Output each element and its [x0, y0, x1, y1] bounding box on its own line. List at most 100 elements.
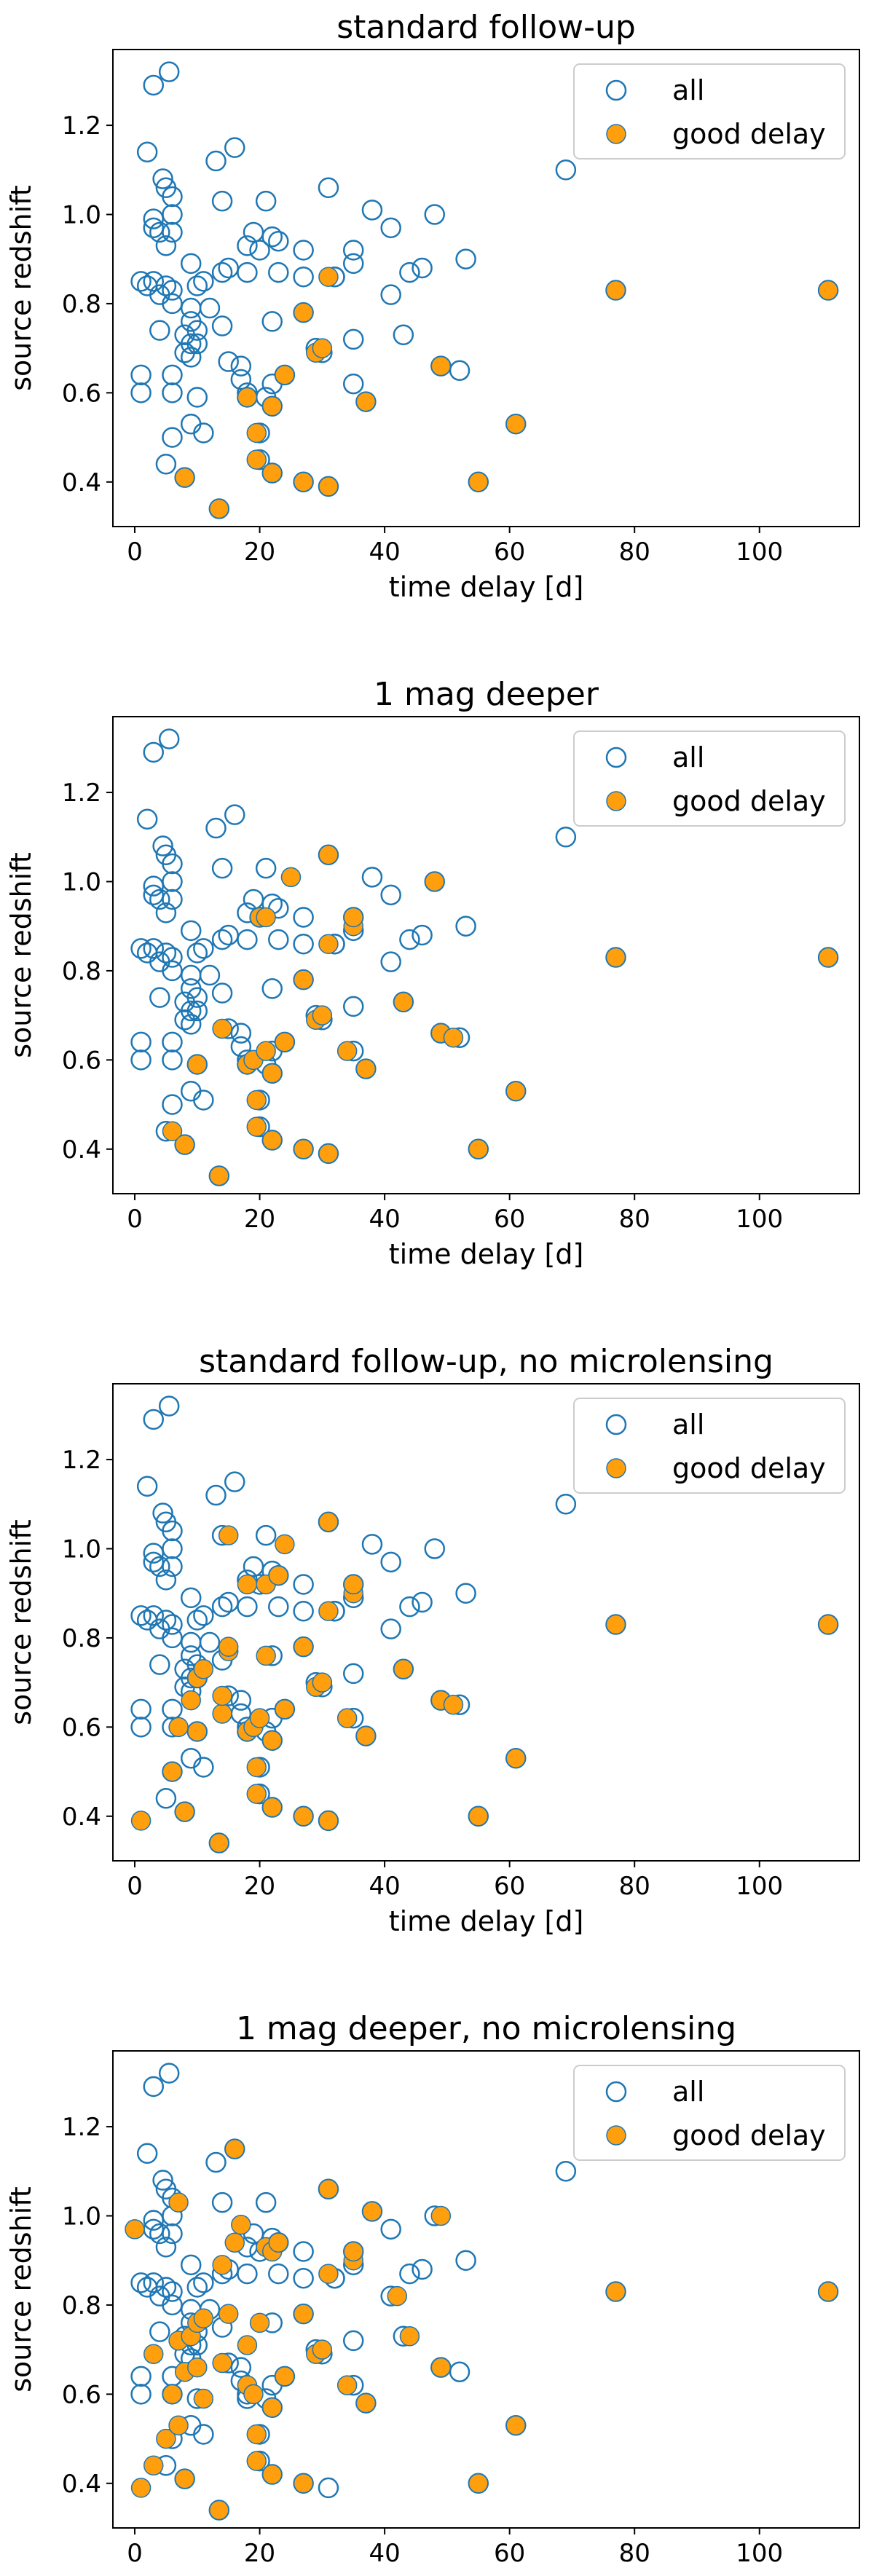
- point-good-delay: [261, 395, 283, 417]
- point-good-delay: [275, 1032, 295, 1052]
- legend-label: all: [672, 741, 704, 773]
- point-all: [193, 271, 214, 292]
- point-good-delay: [293, 1806, 314, 1827]
- point-all: [224, 804, 245, 825]
- legend-label: good delay: [672, 118, 826, 150]
- point-good-delay: [468, 1806, 489, 1827]
- point-all: [162, 1556, 183, 1577]
- point-all: [152, 835, 173, 856]
- point-good-delay: [362, 2201, 382, 2222]
- x-tick-label: 100: [736, 1872, 783, 1901]
- point-good-delay: [209, 1832, 229, 1854]
- point-all: [224, 137, 245, 158]
- point-good-delay: [293, 302, 314, 323]
- point-good-delay: [130, 1811, 151, 1831]
- point-good-delay: [261, 1130, 283, 1151]
- point-all: [412, 2258, 433, 2280]
- point-good-delay: [256, 907, 276, 928]
- y-tick-label: 0.8: [62, 1624, 101, 1653]
- point-all: [162, 960, 183, 982]
- point-all: [205, 150, 227, 172]
- point-all: [152, 2170, 173, 2191]
- point-good-delay: [237, 2335, 258, 2355]
- point-all: [158, 1395, 180, 1417]
- point-all: [186, 987, 208, 1008]
- legend-label: all: [672, 74, 704, 106]
- point-all: [237, 1596, 258, 1618]
- point-all: [155, 275, 177, 296]
- point-all: [155, 902, 177, 923]
- x-tick-label: 80: [619, 2539, 650, 2568]
- point-good-delay: [293, 472, 314, 492]
- point-good-delay: [261, 462, 283, 484]
- y-tick-label: 1.2: [62, 111, 101, 141]
- point-all: [155, 942, 177, 964]
- legend-marker-good-delay: [606, 791, 626, 811]
- point-all: [199, 964, 221, 986]
- point-good-delay: [318, 845, 339, 865]
- point-good-delay: [430, 355, 452, 377]
- y-tick-label: 1.0: [62, 867, 101, 897]
- point-all: [186, 2277, 208, 2298]
- point-all: [361, 1534, 383, 1555]
- point-good-delay: [312, 1672, 333, 1693]
- point-good-delay: [256, 1041, 276, 1061]
- point-good-delay: [209, 1165, 229, 1186]
- legend-label: good delay: [672, 1452, 826, 1484]
- point-all: [149, 2321, 170, 2342]
- chart-panel-3: standard follow-up, no microlensing 0 20 40…: [5, 1343, 860, 1937]
- point-good-delay: [430, 2205, 452, 2226]
- legend-label: good delay: [672, 785, 826, 817]
- point-all: [255, 190, 277, 212]
- point-all: [361, 867, 383, 888]
- point-good-delay: [261, 2397, 283, 2418]
- point-good-delay: [246, 1757, 267, 1778]
- point-good-delay: [318, 1811, 339, 1831]
- data-points: [130, 728, 839, 1186]
- point-all: [152, 168, 173, 189]
- point-all: [399, 2263, 420, 2285]
- legend-label: good delay: [672, 2119, 826, 2151]
- y-tick-label: 0.8: [62, 290, 101, 319]
- point-all: [268, 2263, 289, 2285]
- point-all: [149, 320, 170, 341]
- point-all: [143, 2272, 165, 2293]
- point-all: [162, 1031, 183, 1053]
- point-all: [399, 1596, 420, 1618]
- point-all: [149, 987, 170, 1008]
- chart-title: standard follow-up: [336, 9, 636, 46]
- point-all: [293, 1600, 314, 1622]
- point-good-delay: [387, 2285, 408, 2307]
- x-tick-label: 20: [244, 1205, 275, 1234]
- point-good-delay: [318, 476, 339, 497]
- point-all: [293, 2241, 314, 2262]
- legend-marker-good-delay: [606, 1458, 626, 1478]
- point-all: [143, 2210, 165, 2231]
- point-good-delay: [293, 2473, 314, 2494]
- point-all: [230, 1690, 252, 1711]
- point-all: [455, 248, 476, 269]
- point-good-delay: [143, 2344, 164, 2365]
- point-good-delay: [605, 947, 626, 968]
- point-all: [555, 2161, 577, 2182]
- point-good-delay: [209, 498, 229, 519]
- point-good-delay: [293, 1636, 314, 1657]
- point-all: [180, 1014, 202, 1035]
- point-all: [380, 1551, 401, 1573]
- point-good-delay: [174, 467, 195, 488]
- point-all: [205, 1484, 227, 1506]
- point-all: [342, 240, 364, 261]
- point-good-delay: [343, 907, 363, 928]
- point-good-delay: [318, 1601, 339, 1621]
- point-good-delay: [275, 365, 295, 385]
- point-all: [455, 1583, 476, 1604]
- point-good-delay: [505, 1081, 526, 1101]
- point-good-delay: [343, 2241, 363, 2262]
- legend-box: [573, 730, 846, 827]
- x-tick-label: 100: [736, 537, 783, 567]
- legend: all good delay: [573, 63, 846, 159]
- point-good-delay: [605, 2281, 626, 2302]
- x-tick-label: 0: [127, 1205, 143, 1234]
- y-axis-label: source redshift: [5, 1519, 37, 1725]
